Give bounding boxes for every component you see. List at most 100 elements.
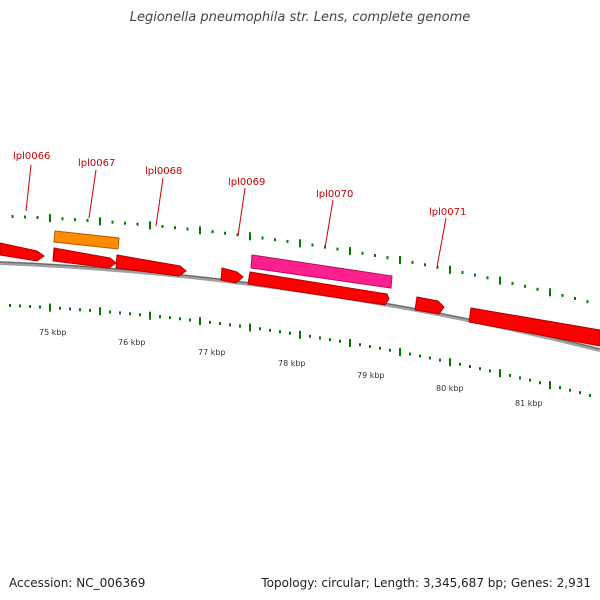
- minor-tick: [86, 218, 89, 222]
- minor-tick: [274, 238, 276, 242]
- gene-label-lpl0070[interactable]: lpl0070: [316, 189, 353, 200]
- minor-tick: [129, 312, 131, 316]
- minor-tick: [124, 221, 126, 225]
- major-tick: [449, 265, 451, 274]
- gene-label-lpl0071[interactable]: lpl0071: [429, 207, 466, 218]
- map-title: Legionella pneumophila str. Lens, comple…: [129, 10, 471, 25]
- gene-arrow-lpl0070[interactable]: [247, 271, 390, 306]
- minor-tick: [39, 305, 41, 309]
- minor-tick: [109, 310, 111, 314]
- minor-tick: [524, 284, 526, 288]
- minor-tick: [179, 317, 181, 321]
- major-tick: [299, 330, 301, 339]
- minor-tick: [474, 273, 476, 277]
- minor-tick: [136, 222, 139, 226]
- minor-tick: [339, 339, 341, 343]
- minor-tick: [69, 307, 71, 311]
- minor-tick: [424, 263, 426, 267]
- major-tick: [49, 214, 51, 223]
- gene-arrow-lpl0072[interactable]: [468, 307, 600, 347]
- minor-tick: [239, 324, 241, 328]
- minor-tick: [589, 393, 591, 397]
- gene-label-lpl0069[interactable]: lpl0069: [228, 177, 265, 188]
- minor-tick: [279, 330, 281, 334]
- bottom-tick-row: [9, 303, 591, 397]
- kbp-label-76: 76 kbp: [118, 338, 146, 347]
- minor-tick: [509, 374, 511, 377]
- minor-tick: [586, 300, 589, 304]
- kbp-label-80: 80 kbp: [436, 384, 464, 393]
- major-tick: [499, 276, 501, 285]
- minor-tick: [559, 386, 561, 390]
- major-tick: [199, 317, 201, 326]
- gene-label-callouts: [25, 164, 447, 268]
- minor-tick: [59, 306, 61, 310]
- minor-tick: [89, 308, 91, 312]
- major-tick: [399, 348, 401, 357]
- major-tick: [99, 217, 101, 226]
- minor-tick: [119, 311, 121, 315]
- minor-tick: [329, 338, 331, 342]
- major-tick: [149, 221, 151, 230]
- minor-tick: [189, 318, 191, 322]
- major-tick: [399, 256, 401, 264]
- minor-tick: [386, 256, 389, 260]
- minor-tick: [419, 354, 421, 358]
- gene-arrow-lpl0068[interactable]: [115, 254, 187, 277]
- gene-label-lpl0066[interactable]: lpl0066: [13, 151, 50, 162]
- gene-arrow-lpl0065[interactable]: [0, 242, 45, 262]
- minor-tick: [539, 381, 541, 385]
- gene-arrow-lpl0069[interactable]: [220, 267, 244, 284]
- kbp-label-75: 75 kbp: [39, 328, 67, 337]
- gene-arrow-lpl0067[interactable]: [52, 247, 117, 269]
- minor-tick: [359, 343, 361, 347]
- minor-tick: [11, 214, 14, 218]
- minor-tick: [529, 378, 531, 382]
- gene-arrow-lpl0071[interactable]: [414, 296, 445, 315]
- major-tick: [49, 303, 51, 312]
- minor-tick: [211, 230, 214, 234]
- gene-pink-feature[interactable]: [250, 254, 393, 289]
- kbp-label-79: 79 kbp: [357, 371, 385, 380]
- minor-tick: [161, 225, 164, 228]
- gene-label-lpl0068[interactable]: lpl0068: [145, 166, 182, 177]
- minor-tick: [374, 254, 376, 257]
- genome-info-text: Topology: circular; Length: 3,345,687 bp…: [261, 576, 591, 590]
- major-tick: [249, 232, 251, 241]
- major-tick: [499, 369, 501, 378]
- gene-label-lpl0067[interactable]: lpl0067: [78, 158, 115, 169]
- minor-tick: [9, 304, 11, 307]
- minor-tick: [24, 215, 26, 219]
- minor-tick: [236, 233, 239, 237]
- minor-tick: [269, 328, 271, 332]
- major-tick: [99, 307, 101, 316]
- minor-tick: [159, 315, 161, 319]
- kbp-label-81: 81 kbp: [515, 399, 543, 408]
- minor-tick: [319, 336, 321, 340]
- minor-tick: [289, 331, 291, 335]
- minor-tick: [111, 220, 114, 224]
- minor-tick: [36, 216, 39, 219]
- minor-tick: [209, 320, 211, 324]
- minor-tick: [369, 345, 371, 348]
- minor-tick: [479, 367, 481, 371]
- minor-tick: [429, 356, 431, 360]
- major-tick: [349, 247, 351, 256]
- minor-tick: [139, 313, 141, 317]
- minor-tick: [389, 348, 391, 352]
- minor-tick: [519, 376, 521, 380]
- minor-tick: [336, 247, 339, 251]
- minor-tick: [379, 346, 381, 350]
- minor-tick: [29, 305, 31, 308]
- gene-orange-feature[interactable]: [53, 230, 120, 250]
- minor-tick: [174, 226, 176, 230]
- kbp-label-78: 78 kbp: [278, 359, 306, 368]
- minor-tick: [186, 227, 189, 231]
- minor-tick: [261, 236, 264, 240]
- minor-tick: [61, 217, 64, 221]
- major-tick: [449, 358, 451, 367]
- minor-tick: [461, 270, 464, 274]
- major-tick: [549, 381, 551, 390]
- accession-text: Accession: NC_006369: [9, 576, 146, 590]
